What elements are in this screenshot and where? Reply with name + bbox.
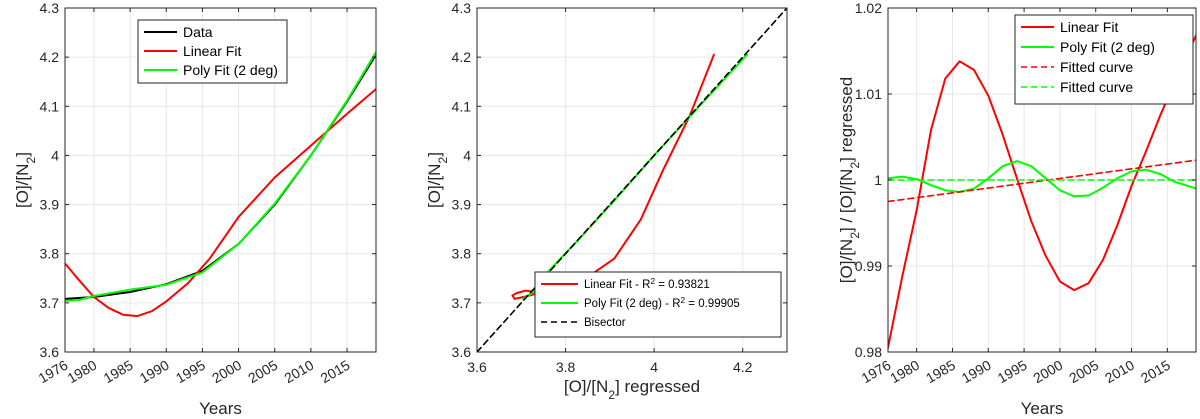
y-tick-label: 0.98 xyxy=(855,344,882,360)
x-tick-label: 1980 xyxy=(887,357,922,387)
legend-box xyxy=(1014,14,1194,105)
series-line-3 xyxy=(888,159,1196,203)
series-line-3 xyxy=(65,51,376,302)
x-tick-label: 2000 xyxy=(209,357,244,387)
x-tick-label: 1985 xyxy=(923,357,958,387)
x-tick-label: 3.8 xyxy=(556,359,576,375)
legend-label-3: Poly Fit (2 deg) xyxy=(183,62,278,78)
legend-label-4: Fitted curve xyxy=(1060,79,1133,95)
y-tick-label: 4 xyxy=(51,147,59,163)
x-tick-label: 1990 xyxy=(137,357,172,387)
y-tick-label: 1.02 xyxy=(855,0,882,16)
legend-label-2: Linear Fit xyxy=(183,43,241,59)
x-tick-label: 2010 xyxy=(281,357,316,387)
legend-label-1: Linear Fit xyxy=(1060,19,1118,35)
y-tick-label: 4 xyxy=(463,147,471,163)
x-tick-label: 2000 xyxy=(1030,357,1065,387)
x-tick-label: 1995 xyxy=(995,357,1030,387)
x-tick-label: 4 xyxy=(650,359,658,375)
y-axis-label: [O]/[N2] / [O]/[N2] regressed xyxy=(837,77,862,283)
y-tick-label: 4.2 xyxy=(452,49,472,65)
series-line-1 xyxy=(888,34,1196,349)
y-tick-label: 3.7 xyxy=(452,295,472,311)
y-axis-label: [O]/[N2] xyxy=(425,152,450,208)
legend-label-2: Poly Fit (2 deg) - R2 = 0.99905 xyxy=(584,296,740,311)
y-tick-label: 4.1 xyxy=(452,98,472,114)
legend-box xyxy=(534,271,782,338)
y-tick-label: 0.99 xyxy=(855,258,882,274)
legend-label-1: Data xyxy=(183,24,213,40)
x-tick-label: 2005 xyxy=(1066,357,1101,387)
legend-label-3: Bisector xyxy=(584,317,626,329)
x-tick-label: 2005 xyxy=(245,357,280,387)
y-tick-label: 4.1 xyxy=(40,98,60,114)
legend: Data Linear Fit Poly Fit (2 deg) xyxy=(137,19,288,84)
y-tick-label: 3.8 xyxy=(40,246,60,262)
y-tick-label: 3.9 xyxy=(452,197,472,213)
legend-label-1: Linear Fit - R2 = 0.93821 xyxy=(584,277,710,292)
x-tick-label: 1980 xyxy=(64,357,99,387)
x-axis-label: Years xyxy=(1021,399,1064,418)
x-tick-label: 2015 xyxy=(1138,357,1173,387)
axes-box xyxy=(64,7,377,353)
x-axis-label: Years xyxy=(199,399,242,418)
y-axis-label: [O]/[N2] xyxy=(13,152,38,208)
legend-label-2: Poly Fit (2 deg) xyxy=(1060,39,1155,55)
x-axis-label: [O]/[N2] regressed xyxy=(564,377,700,402)
y-tick-label: 4.3 xyxy=(40,0,60,16)
series-line-2 xyxy=(65,88,376,318)
chart-panel-2: 3.6 3.8 4 4.2 3.6 3.7 3.8 3.9 4 4.1 4.2 4.3 [O]/[N2]… xyxy=(425,0,788,402)
series-group xyxy=(65,51,376,318)
y-tick-label: 3.8 xyxy=(452,246,472,262)
y-tick-label: 1 xyxy=(874,172,882,188)
y-tick-label: 4.2 xyxy=(40,49,60,65)
series-line-2 xyxy=(888,160,1196,198)
x-tick-label: 3.6 xyxy=(467,359,487,375)
series-group xyxy=(888,34,1196,349)
y-tick-label: 3.6 xyxy=(452,344,472,360)
x-tick-label: 1990 xyxy=(959,357,994,387)
y-tick-label: 3.6 xyxy=(40,344,60,360)
y-tick-label: 3.9 xyxy=(40,197,60,213)
y-tick-label: 4.3 xyxy=(452,0,472,16)
legend-label-3: Fitted curve xyxy=(1060,59,1133,75)
y-tick-label: 3.7 xyxy=(40,295,60,311)
x-tick-label: 1995 xyxy=(173,357,208,387)
legend: Linear Fit - R2 = 0.93821 Poly Fit (2 deg… xyxy=(534,271,782,338)
x-tick-label: 2015 xyxy=(318,357,353,387)
x-tick-label: 4.2 xyxy=(733,359,753,375)
axes-box xyxy=(476,7,788,353)
x-tick-label: 1985 xyxy=(101,357,136,387)
series-line-3 xyxy=(477,8,787,352)
x-tick-label: 2010 xyxy=(1102,357,1137,387)
legend: Linear Fit Poly Fit (2 deg) Fitted curve Fi… xyxy=(1014,14,1194,105)
y-tick-label: 1.01 xyxy=(855,86,882,102)
